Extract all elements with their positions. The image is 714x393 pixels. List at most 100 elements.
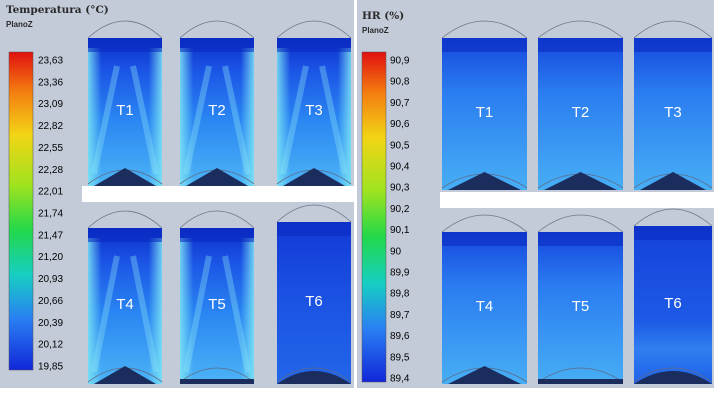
left-tick-label: 23,09 [38, 99, 63, 110]
left-tank-t1: T1 [87, 20, 163, 186]
top-band [634, 38, 712, 52]
left-tick-label: 20,93 [38, 274, 63, 285]
roof-outline [633, 208, 713, 227]
roof-outline [87, 20, 163, 39]
left-panel-gap [82, 186, 357, 202]
left-tick-label: 19,85 [38, 362, 63, 373]
left-scale-title: Temperatura (°C) [6, 4, 109, 16]
right-tick-label: 90,3 [390, 183, 410, 194]
left-tick-label: 22,28 [38, 165, 63, 176]
grain-heap [448, 366, 521, 384]
roof-outline [276, 20, 352, 39]
left-tick-label: 20,12 [38, 340, 63, 351]
roof-outline [633, 20, 713, 39]
top-band [88, 228, 162, 242]
roof-outline [179, 20, 255, 39]
wall-gradient [88, 48, 162, 186]
right-tick-label: 90,2 [390, 204, 410, 215]
left-tank-t6: T6 [276, 204, 352, 384]
grain-heap [94, 366, 156, 384]
right-tank-t6: T6 [633, 208, 713, 384]
tank-body [634, 226, 712, 384]
top-band [538, 38, 623, 52]
tank-label: T3 [664, 104, 682, 121]
right-tick-label: 90,4 [390, 162, 410, 173]
right-tick-label: 89,5 [390, 352, 410, 363]
right-tick-label: 90,9 [390, 56, 410, 67]
left-tank-t4: T4 [87, 210, 163, 384]
tank-body [538, 38, 623, 190]
floor-arc [537, 367, 624, 383]
right-tick-labels: 90,9 90,8 90,7 90,6 90,5 90,4 90,3 90,2 90,1 90 89… [390, 56, 410, 385]
roof-outline [441, 20, 528, 39]
top-band [442, 232, 527, 246]
tank-label: T4 [476, 298, 494, 315]
wall-gradient [180, 48, 254, 186]
right-tank-t3: T3 [633, 20, 713, 190]
left-tick-label: 23,36 [38, 77, 63, 88]
left-plane-label: PlanoZ [6, 20, 33, 29]
right-tick-label: 90,1 [390, 225, 410, 236]
left-tick-label: 21,47 [38, 230, 63, 241]
right-tick-label: 89,8 [390, 289, 410, 300]
tank-label: T5 [208, 296, 226, 313]
top-band [442, 38, 527, 52]
right-tank-t1: T1 [441, 20, 528, 190]
left-tick-label: 22,82 [38, 121, 63, 132]
flow-streak [280, 65, 348, 175]
roof-outline [179, 210, 255, 229]
flow-streak [91, 255, 159, 373]
wall-gradient [88, 238, 162, 384]
grain-heap [544, 172, 617, 190]
tank-label: T4 [116, 296, 134, 313]
right-plane-label: PlanoZ [362, 26, 389, 35]
roof-outline [537, 214, 624, 233]
left-tick-label: 22,01 [38, 187, 63, 198]
right-panel-gap [440, 192, 714, 208]
roof-outline [441, 214, 528, 233]
wall-gradient [180, 238, 254, 384]
left-tick-label: 20,66 [38, 296, 63, 307]
grain-heap [277, 371, 351, 384]
tank-label: T3 [305, 102, 323, 119]
top-band [277, 222, 351, 236]
right-colorbar [361, 51, 387, 383]
tank-label: T5 [572, 298, 590, 315]
flow-streak [183, 255, 251, 373]
grain-heap [538, 379, 623, 384]
right-tick-label: 90,8 [390, 77, 410, 88]
grain-heap [448, 172, 521, 190]
top-band [634, 226, 712, 240]
top-band [88, 38, 162, 52]
top-band [538, 232, 623, 246]
grain-heap [186, 168, 248, 186]
roof-outline [276, 204, 352, 223]
right-tick-label: 89,9 [390, 268, 410, 279]
floor-arc [276, 367, 352, 383]
tank-body [442, 232, 527, 384]
flow-streak [183, 65, 251, 175]
top-band [180, 38, 254, 52]
tank-body [442, 38, 527, 190]
left-tick-label: 23,63 [38, 56, 63, 67]
tank-contours: T1 T2 T3 T4 T5 T6 T1 T2 T3 T4 T5 T6 [87, 20, 713, 384]
roof-outline [87, 210, 163, 229]
grain-heap [180, 379, 254, 384]
right-tick-label: 89,4 [390, 374, 410, 385]
right-tick-label: 89,6 [390, 331, 410, 342]
floor-arc [179, 367, 255, 383]
flow-streak [91, 65, 159, 175]
tank-label: T6 [664, 295, 682, 312]
left-tick-labels: 23,63 23,36 23,09 22,82 22,55 22,28 22,01 21,74… [38, 56, 63, 373]
grain-heap [634, 371, 712, 384]
tank-body [634, 38, 712, 190]
top-band [180, 228, 254, 242]
tank-label: T2 [572, 104, 590, 121]
tank-label: T2 [208, 102, 226, 119]
left-tick-label: 22,55 [38, 143, 63, 154]
right-tick-label: 90 [390, 246, 402, 257]
left-tick-label: 21,20 [38, 252, 63, 263]
